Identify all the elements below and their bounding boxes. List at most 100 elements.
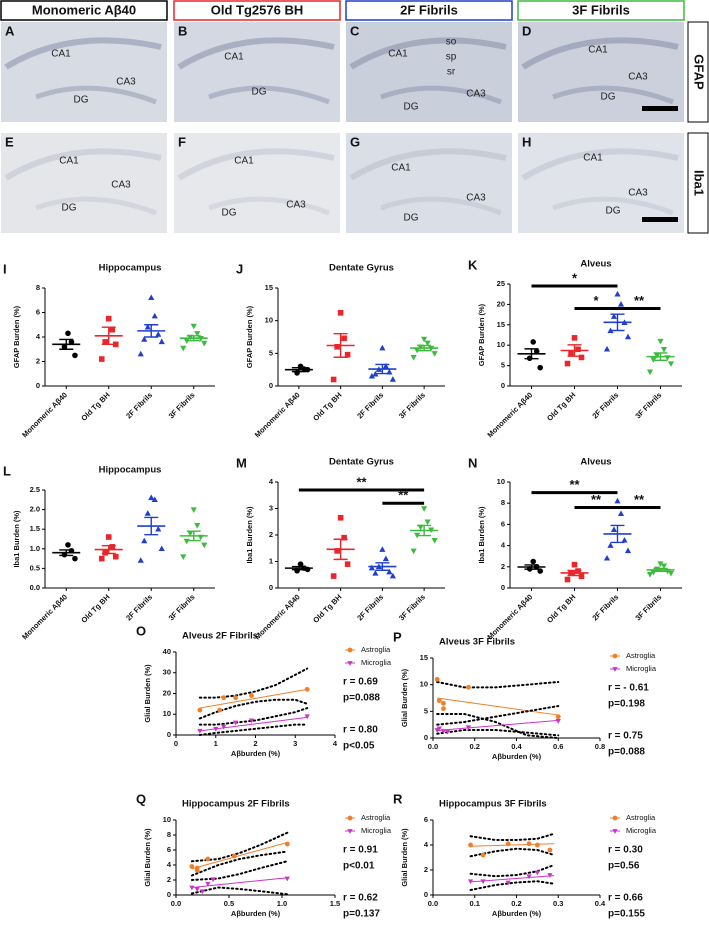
region-label: DG (252, 87, 267, 98)
region-label: CA1 (391, 163, 411, 174)
sem-bar (610, 524, 625, 544)
data-point (547, 847, 553, 853)
tissue-band (35, 196, 157, 216)
ci-lower (190, 886, 289, 896)
micrograph (346, 133, 512, 233)
y-tick-label: 15 (497, 320, 505, 329)
data-point (505, 841, 511, 847)
panel-letter: F (178, 134, 186, 149)
y-axis-label: GFAP Burden (%) (245, 305, 254, 368)
x-tick-label: 0.8 (595, 742, 605, 751)
y-tick-label: 1 (269, 556, 273, 565)
data-point (660, 563, 668, 570)
panel-letter: B (178, 23, 187, 38)
x-tick-label: 4 (333, 739, 338, 748)
region-label: CA1 (388, 49, 408, 60)
row-label-box (687, 21, 709, 123)
sem-bar (144, 516, 159, 536)
data-point (248, 718, 255, 724)
data-point (189, 885, 195, 891)
data-point (334, 344, 340, 350)
tissue-band (521, 37, 679, 70)
ci-lower (436, 729, 560, 737)
sem-bar (333, 333, 348, 358)
column-header: 2F Fibrils (400, 2, 458, 17)
sem-bar (375, 363, 390, 375)
data-point (646, 369, 654, 376)
x-axis-label: Aβburden (%) (492, 752, 542, 761)
significance-label: ** (398, 488, 409, 503)
x-tick-label: 2 (253, 739, 257, 748)
data-point (505, 880, 511, 886)
row-label: Iba1 (692, 170, 707, 196)
data-point (564, 360, 571, 367)
data-point (194, 887, 200, 892)
tissue-band (35, 85, 157, 105)
data-point (578, 573, 585, 580)
column-header-box (173, 0, 341, 21)
tissue-band (552, 196, 674, 216)
legend-label: Microglia (361, 826, 392, 835)
data-point (190, 507, 197, 513)
data-point (109, 326, 116, 333)
x-tick-label: 0.4 (595, 899, 606, 908)
data-point (610, 313, 618, 319)
data-point (468, 842, 473, 848)
data-point (421, 336, 428, 343)
legend-marker (347, 661, 353, 666)
data-point (614, 290, 621, 297)
tissue-band (177, 148, 335, 181)
significance-label: ** (356, 474, 367, 489)
data-point (65, 542, 71, 548)
chart-title: Hippocampus (99, 263, 162, 274)
fit-line (199, 688, 308, 709)
sem-bar (291, 367, 306, 373)
data-point (194, 331, 201, 337)
region-label: DG (404, 213, 419, 224)
region-label: CA3 (466, 89, 486, 100)
region-label: sp (446, 52, 457, 63)
data-point (201, 340, 208, 347)
data-point (102, 339, 109, 345)
data-point (144, 510, 151, 516)
data-point (144, 323, 151, 330)
annotation: p=0.198 (608, 699, 645, 710)
x-tick-label: 1 (214, 739, 218, 748)
chart-title: Alveus (580, 259, 611, 270)
data-point (389, 376, 396, 382)
y-tick-label: 20 (497, 299, 505, 308)
data-point (575, 346, 581, 353)
region-label: CA3 (466, 193, 486, 204)
panel-letter: K (468, 257, 478, 272)
x-tick-label: 0.6 (553, 742, 563, 751)
data-point (382, 555, 389, 562)
legend-marker (347, 829, 353, 834)
y-tick-label: 2.5 (30, 485, 40, 494)
data-point (410, 355, 417, 361)
data-point (410, 548, 417, 555)
y-tick-label: 4 (167, 860, 172, 869)
data-point (155, 525, 162, 532)
sem-bar (653, 352, 668, 361)
data-point (249, 693, 254, 698)
y-tick-label: 2 (36, 356, 40, 365)
data-point (530, 339, 536, 345)
sem-bar (59, 549, 74, 557)
data-point (341, 534, 347, 541)
data-point (660, 347, 668, 353)
y-tick-label: 8 (501, 498, 505, 507)
data-point (466, 684, 471, 690)
data-point (232, 720, 239, 726)
data-point (158, 338, 165, 345)
annotation: r = 0.75 (608, 731, 643, 742)
y-tick-label: 2 (424, 865, 428, 874)
x-tick-label: 0.1 (470, 899, 480, 908)
y-tick-label: 10 (497, 340, 505, 349)
y-tick-label: 8 (167, 830, 171, 839)
data-point (441, 700, 446, 706)
region-label: so (446, 37, 457, 48)
data-point (465, 725, 472, 731)
y-axis-label: Glial Burden (%) (143, 664, 152, 723)
data-point (417, 524, 424, 531)
